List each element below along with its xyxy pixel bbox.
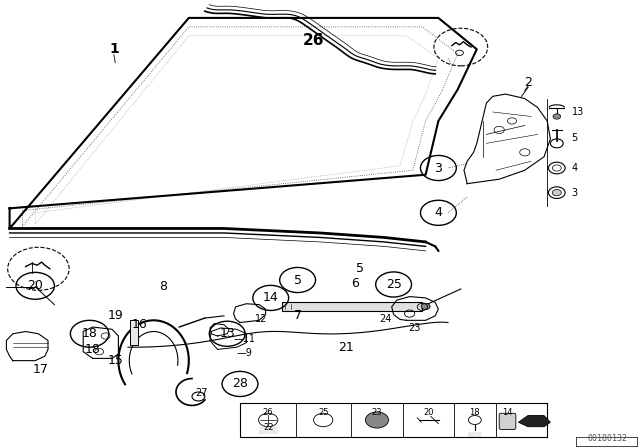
Text: 12: 12 (255, 314, 268, 324)
FancyBboxPatch shape (282, 302, 422, 311)
Text: 16: 16 (132, 318, 147, 332)
Text: 25: 25 (386, 278, 401, 291)
Text: 8: 8 (159, 280, 167, 293)
Text: 18: 18 (82, 327, 97, 340)
Circle shape (365, 412, 388, 428)
Text: —11: —11 (234, 334, 255, 344)
Text: 14: 14 (502, 408, 513, 417)
Circle shape (552, 190, 561, 196)
Text: 21: 21 (338, 340, 353, 354)
Text: 18: 18 (85, 343, 100, 356)
Text: 20: 20 (424, 408, 434, 417)
Text: 00180132: 00180132 (588, 434, 627, 443)
Text: 13: 13 (220, 327, 235, 340)
Text: 18: 18 (470, 408, 480, 417)
Text: 5: 5 (356, 262, 364, 276)
Text: 24: 24 (379, 314, 392, 324)
Text: 27: 27 (195, 388, 208, 398)
Text: 19: 19 (108, 309, 123, 323)
Text: 13: 13 (572, 107, 584, 117)
Text: 23: 23 (372, 408, 382, 417)
Text: 3: 3 (572, 188, 578, 198)
Text: 2: 2 (524, 76, 532, 90)
FancyBboxPatch shape (499, 413, 516, 429)
Text: 22: 22 (263, 423, 273, 432)
Text: 4: 4 (435, 206, 442, 220)
Text: 26: 26 (303, 33, 324, 48)
Text: 28: 28 (232, 377, 248, 391)
Text: 1: 1 (109, 42, 119, 56)
Circle shape (421, 303, 430, 310)
Text: 20: 20 (28, 279, 43, 293)
Text: 17: 17 (33, 363, 48, 376)
Text: 15: 15 (108, 354, 123, 367)
Text: 5: 5 (294, 273, 301, 287)
FancyBboxPatch shape (130, 320, 138, 345)
Text: 5: 5 (572, 133, 578, 142)
Text: 3: 3 (435, 161, 442, 175)
Text: 26: 26 (263, 408, 273, 417)
Text: 23: 23 (408, 323, 421, 333)
Text: 4: 4 (572, 163, 578, 173)
Text: 6: 6 (351, 276, 359, 290)
Text: 25: 25 (318, 408, 328, 417)
Circle shape (553, 114, 561, 119)
Text: 7: 7 (294, 309, 301, 323)
Text: —9: —9 (237, 348, 253, 358)
Polygon shape (518, 416, 550, 426)
Text: 14: 14 (263, 291, 278, 305)
